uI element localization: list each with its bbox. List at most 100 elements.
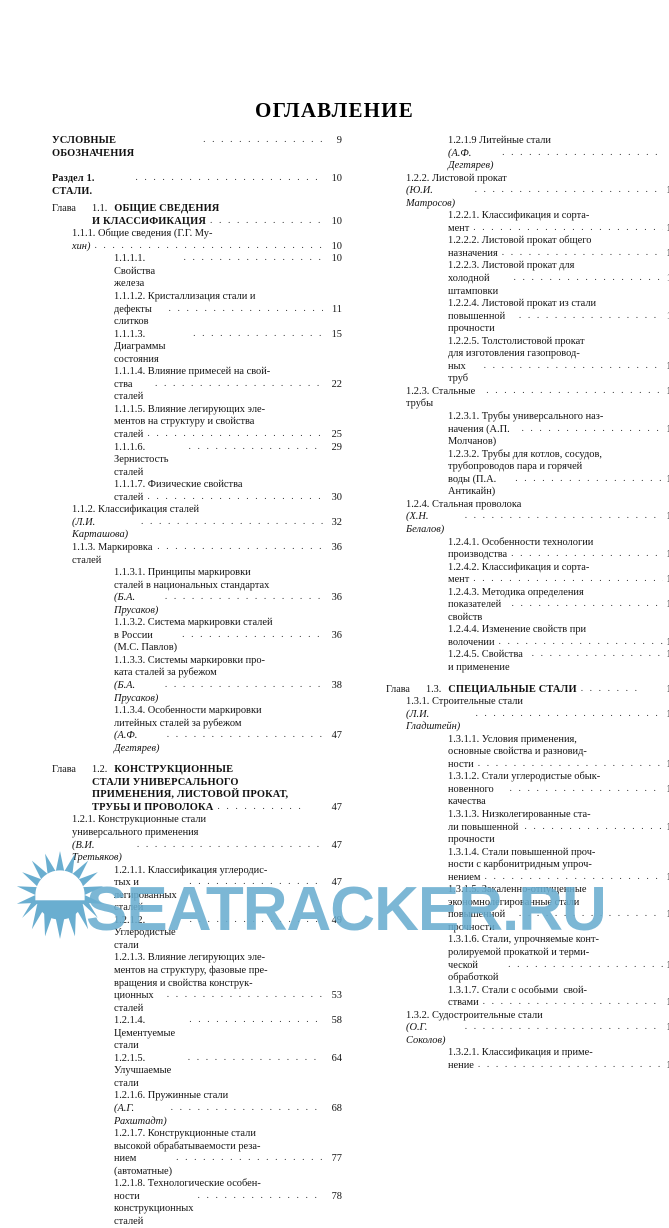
toc-entry[interactable]: 1.1.1.7. Физические свойства: [52, 479, 342, 492]
toc-entry[interactable]: (Б.А. Прусаков) . . . . . . . . . . . . .…: [52, 591, 342, 617]
toc-entry[interactable]: 1.2.3.1. Трубы универсального наз-: [386, 411, 669, 424]
toc-entry[interactable]: 1.2.1.3. Влияние легирующих эле-: [52, 952, 342, 965]
toc-entry[interactable]: ката сталей за рубежом: [52, 667, 342, 680]
toc-entry[interactable]: 1.2.1.9 Литейные стали: [386, 135, 669, 148]
toc-entry[interactable]: 1.2.4.4. Изменение свойств при: [386, 624, 669, 637]
toc-entry[interactable]: ства сталей . . . . . . . . . . . . . . .…: [52, 378, 342, 404]
toc-entry[interactable]: в России (М.С. Павлов) . . . . . . . . . …: [52, 629, 342, 655]
toc-entry[interactable]: (Ю.И. Матросов) . . . . . . . . . . . . .…: [386, 184, 669, 210]
toc-entry[interactable]: повышенной прочности . . . . . . . . . . …: [386, 908, 669, 934]
toc-entry[interactable]: (О.Г. Соколов) . . . . . . . . . . . . . …: [386, 1021, 669, 1047]
toc-entry[interactable]: 1.2.4.5. Свойства и применение . . . . . …: [386, 648, 669, 674]
toc-entry[interactable]: нением. . . . . . . . . . . . . . . . . …: [386, 871, 669, 885]
toc-entry[interactable]: (Х.Н. Белалов) . . . . . . . . . . . . . …: [386, 510, 669, 536]
toc-entry[interactable]: 1.2.3. Стальные трубы . . . . . . . . . .…: [386, 385, 669, 411]
toc-entry[interactable]: мент. . . . . . . . . . . . . . . . . . …: [386, 222, 669, 236]
toc-entry[interactable]: 1.1.1.6. Зернистость сталей . . . . . . .…: [52, 441, 342, 480]
toc-entry[interactable]: (А.Ф. Дегтярев) . . . . . . . . . . . . .…: [386, 147, 669, 173]
toc-entry[interactable]: холодной штамповки . . . . . . . . . . . …: [386, 272, 669, 298]
toc-entry[interactable]: (Л.И. Гладштейн) . . . . . . . . . . . . …: [386, 708, 669, 734]
toc-entry[interactable]: 1.1.1.4. Влияние примесей на свой-: [52, 366, 342, 379]
toc-entry[interactable]: 1.2.1. Конструкционные стали: [52, 814, 342, 827]
toc-entry[interactable]: 1.2.2.2. Листовой прокат общего: [386, 235, 669, 248]
toc-entry[interactable]: (В.И. Третьяков) . . . . . . . . . . . . …: [52, 839, 342, 865]
toc-entry[interactable]: ментов на структуру и свойства: [52, 416, 342, 429]
toc-entry[interactable]: экономнолегированные стали: [386, 897, 669, 910]
toc-entry[interactable]: воды (П.А. Антикайн) . . . . . . . . . . …: [386, 473, 669, 499]
toc-entry[interactable]: (Б.А. Прусаков) . . . . . . . . . . . . .…: [52, 679, 342, 705]
toc-entry[interactable]: 1.3.1.3. Низколегированные ста-: [386, 809, 669, 822]
toc-entry[interactable]: 1.2.4.1. Особенности технологии: [386, 537, 669, 550]
toc-entry[interactable]: ствами. . . . . . . . . . . . . . . . . …: [386, 996, 669, 1010]
toc-entry[interactable]: 1.2.2.4. Листовой прокат из стали: [386, 298, 669, 311]
toc-entry[interactable]: дефекты слитков . . . . . . . . . . . . .…: [52, 303, 342, 329]
toc-entry-section-1[interactable]: Раздел 1. СТАЛИ. . . . . . . . . . . . .…: [52, 172, 342, 198]
toc-entry[interactable]: 1.2.1.1. Классификация углеродис-: [52, 865, 342, 878]
toc-entry[interactable]: 1.1.3.4. Особенности маркировки: [52, 705, 342, 718]
toc-chapter-1-1[interactable]: Глава 1.1. ОБЩИЕ СВЕДЕНИЯ И КЛАССИФИКАЦИЯ…: [52, 203, 342, 228]
toc-entry[interactable]: новенного качества . . . . . . . . . . . …: [386, 783, 669, 809]
toc-entry[interactable]: тых и легированных сталей . . . . . . . .…: [52, 876, 342, 915]
toc-entry[interactable]: повышенной прочности . . . . . . . . . . …: [386, 310, 669, 336]
toc-entry[interactable]: сталей в национальных стандартах: [52, 580, 342, 593]
toc-entry[interactable]: для изготовления газопровод-: [386, 348, 669, 361]
toc-entry[interactable]: назначения. . . . . . . . . . . . . . . …: [386, 247, 669, 261]
toc-entry[interactable]: 1.2.3.2. Трубы для котлов, сосудов,: [386, 449, 669, 462]
toc-entry[interactable]: ности конструкционных сталей. . . . . . …: [52, 1190, 342, 1228]
toc-entry[interactable]: сталей. . . . . . . . . . . . . . . . . …: [52, 491, 342, 505]
toc-entry[interactable]: 1.3.1.6. Стали, упрочняемые конт-: [386, 934, 669, 947]
toc-entry[interactable]: 1.2.1.2. Углеродистые стали . . . . . . .…: [52, 914, 342, 953]
toc-entry[interactable]: 1.3.1.4. Стали повышенной проч-: [386, 847, 669, 860]
toc-entry[interactable]: ческой обработкой . . . . . . . . . . . .…: [386, 959, 669, 985]
toc-entry[interactable]: 1.1.1. Общие сведения (Г.Г. Му-: [52, 228, 342, 241]
toc-chapter-1-2[interactable]: Глава 1.2. КОНСТРУКЦИОННЫЕ СТАЛИ УНИВЕРСА…: [52, 764, 342, 814]
toc-entry[interactable]: ли повышенной прочности. . . . . . . . .…: [386, 821, 669, 847]
toc-entry[interactable]: 1.2.4.2. Классификация и сорта-: [386, 562, 669, 575]
toc-entry[interactable]: 1.2.2. Листовой прокат: [386, 173, 669, 186]
toc-entry[interactable]: (Л.И. Карташова) . . . . . . . . . . . . …: [52, 516, 342, 542]
toc-entry[interactable]: трубопроводов пара и горячей: [386, 461, 669, 474]
toc-entry[interactable]: (А.Г. Рахштадт). . . . . . . . . . . . .…: [52, 1102, 342, 1128]
toc-entry[interactable]: основные свойства и разновид-: [386, 746, 669, 759]
toc-entry[interactable]: производства. . . . . . . . . . . . . . …: [386, 548, 669, 562]
toc-entry[interactable]: начения (А.П. Молчанов) . . . . . . . . .…: [386, 423, 669, 449]
toc-entry[interactable]: (А.Ф. Дегтярев) . . . . . . . . . . . . .…: [52, 729, 342, 755]
toc-entry[interactable]: хин). . . . . . . . . . . . . . . . . . …: [52, 240, 342, 254]
toc-entry[interactable]: ности с карбонитридным упроч-: [386, 859, 669, 872]
toc-entry[interactable]: 1.1.1.1. Свойства железа . . . . . . . . …: [52, 252, 342, 291]
toc-entry[interactable]: мент. . . . . . . . . . . . . . . . . . …: [386, 573, 669, 587]
toc-entry[interactable]: 1.2.2.1. Классификация и сорта-: [386, 210, 669, 223]
toc-entry[interactable]: волочении. . . . . . . . . . . . . . . .…: [386, 636, 669, 650]
toc-entry[interactable]: 1.2.1.4. Цементуемые стали . . . . . . . …: [52, 1014, 342, 1053]
toc-entry[interactable]: литейных сталей за рубежом: [52, 718, 342, 731]
toc-entry[interactable]: 1.1.3.3. Системы маркировки про-: [52, 655, 342, 668]
toc-entry[interactable]: ционных сталей . . . . . . . . . . . . . …: [52, 989, 342, 1015]
toc-chapter-1-3[interactable]: Глава 1.3. СПЕЦИАЛЬНЫЕ СТАЛИ . . . . . . …: [386, 683, 669, 697]
toc-entry[interactable]: 1.1.1.3. Диаграммы состояния . . . . . . …: [52, 328, 342, 367]
toc-entry[interactable]: сталей. . . . . . . . . . . . . . . . . …: [52, 428, 342, 442]
toc-entry[interactable]: универсального применения: [52, 827, 342, 840]
toc-entry[interactable]: 1.1.1.5. Влияние легирующих эле-: [52, 404, 342, 417]
toc-entry-front-matter[interactable]: УСЛОВНЫЕ ОБОЗНАЧЕНИЯ . . . . . . . . . .…: [52, 134, 342, 160]
toc-entry[interactable]: 1.1.1.2. Кристаллизация стали и: [52, 291, 342, 304]
toc-entry[interactable]: 1.3.1.2. Стали углеродистые обык-: [386, 771, 669, 784]
toc-entry[interactable]: ментов на структуру, фазовые пре-: [52, 965, 342, 978]
toc-entry[interactable]: 1.3.1.5. Закаленно-отпущенные: [386, 884, 669, 897]
toc-entry[interactable]: 1.3.1.1. Условия применения,: [386, 734, 669, 747]
toc-entry[interactable]: ности. . . . . . . . . . . . . . . . . .…: [386, 758, 669, 772]
toc-entry[interactable]: 1.3.1. Строительные стали: [386, 696, 669, 709]
toc-entry[interactable]: 1.2.2.5. Толстолистовой прокат: [386, 336, 669, 349]
toc-entry[interactable]: 1.1.3. Маркировка сталей. . . . . . . . …: [52, 541, 342, 567]
toc-entry[interactable]: 1.2.1.7. Конструкционные стали: [52, 1128, 342, 1141]
toc-entry[interactable]: 1.1.2. Классификация сталей: [52, 504, 342, 517]
toc-entry[interactable]: 1.2.1.5. Улучшаемые стали . . . . . . . .…: [52, 1052, 342, 1091]
toc-entry[interactable]: 1.2.4. Стальная проволока: [386, 499, 669, 512]
toc-entry[interactable]: нение. . . . . . . . . . . . . . . . . .…: [386, 1059, 669, 1073]
toc-entry[interactable]: 1.2.2.3. Листовой прокат для: [386, 260, 669, 273]
toc-entry[interactable]: ных труб . . . . . . . . . . . . . . . . …: [386, 360, 669, 386]
toc-entry[interactable]: нием (автоматные). . . . . . . . . . . .…: [52, 1152, 342, 1178]
toc-entry[interactable]: 1.1.3.1. Принципы маркировки: [52, 567, 342, 580]
toc-entry[interactable]: 1.2.4.3. Методика определения: [386, 587, 669, 600]
toc-entry[interactable]: показателей свойств . . . . . . . . . . .…: [386, 598, 669, 624]
toc-entry[interactable]: 1.1.3.2. Система маркировки сталей: [52, 617, 342, 630]
